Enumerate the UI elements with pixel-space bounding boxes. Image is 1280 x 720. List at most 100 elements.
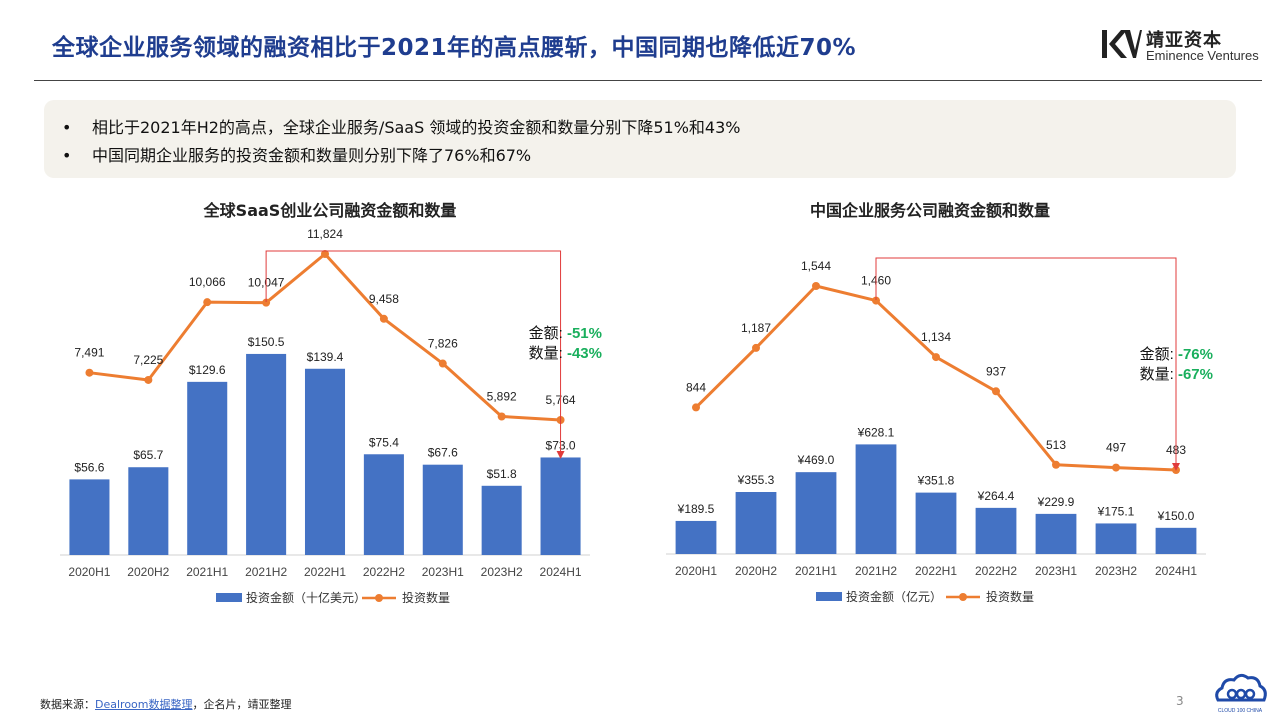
bar xyxy=(915,492,957,554)
x-tick-label: 2020H2 xyxy=(127,565,169,579)
line-data-label: 1,187 xyxy=(741,321,771,335)
x-tick-label: 2024H1 xyxy=(1155,564,1197,578)
bar xyxy=(481,485,522,555)
bar xyxy=(187,381,228,555)
line-point xyxy=(321,250,329,258)
line-data-label: 10,066 xyxy=(189,275,226,289)
bar-data-label: ¥264.4 xyxy=(977,489,1015,503)
bar-data-label: $56.6 xyxy=(74,460,104,474)
line-data-label: 844 xyxy=(686,380,706,394)
logo-english-name: Eminence Ventures xyxy=(1146,48,1259,63)
line-point xyxy=(992,387,1000,396)
summary-point: • 中国同期企业服务的投资金额和数量则分别下降了76%和67% xyxy=(62,142,1236,170)
legend-line-marker xyxy=(959,593,967,601)
line-point xyxy=(1052,460,1060,469)
legend-bar-swatch xyxy=(216,593,242,602)
line-data-label: 513 xyxy=(1046,438,1066,452)
bullet-icon: • xyxy=(62,146,72,165)
legend-line-label: 投资数量 xyxy=(986,589,1034,604)
count-series-line xyxy=(694,284,1177,472)
logo-chinese-name: 靖亚资本 xyxy=(1146,30,1222,51)
count-change-annotation: 数量: -43% xyxy=(529,345,602,362)
line-point xyxy=(262,298,271,307)
x-tick-label: 2022H2 xyxy=(975,564,1017,578)
line-point xyxy=(752,343,760,352)
bar-data-label: ¥175.1 xyxy=(1097,504,1135,518)
bar-data-label: ¥628.1 xyxy=(857,425,895,439)
company-logo: 靖亚资本 Eminence Ventures xyxy=(1102,28,1272,68)
x-tick-label: 2021H2 xyxy=(855,564,897,578)
summary-box: • 相比于2021年H2的高点，全球企业服务/SaaS 领域的投资金额和数量分别下… xyxy=(44,100,1236,178)
bar-data-label: $67.6 xyxy=(428,446,458,460)
line-point xyxy=(379,314,388,323)
bar xyxy=(1095,523,1137,554)
bar-data-label: ¥150.0 xyxy=(1157,509,1195,523)
amount-change-annotation: 金额: -51% xyxy=(529,325,602,342)
bar-data-label: $129.6 xyxy=(189,363,226,377)
legend-bar-label: 投资金额（亿元） xyxy=(846,589,942,604)
summary-point: • 相比于2021年H2的高点，全球企业服务/SaaS 领域的投资金额和数量分别下… xyxy=(62,114,1236,142)
line-point xyxy=(872,296,880,305)
bar-data-label: $75.4 xyxy=(369,435,399,449)
change-bracket xyxy=(875,257,1177,465)
bar-data-label: $150.5 xyxy=(248,335,285,349)
line-data-label: 5,892 xyxy=(487,389,517,403)
x-tick-label: 2020H2 xyxy=(735,564,777,578)
legend-line-marker xyxy=(375,594,383,602)
bar xyxy=(975,507,1017,554)
bar xyxy=(1035,513,1077,554)
line-point xyxy=(932,353,940,362)
x-tick-label: 2022H1 xyxy=(915,564,957,578)
line-data-label: 7,491 xyxy=(74,346,104,360)
legend-bar-swatch xyxy=(816,592,842,601)
bar-data-label: ¥229.9 xyxy=(1037,495,1075,509)
line-point xyxy=(1112,463,1120,472)
bar xyxy=(1155,527,1197,554)
bar xyxy=(675,520,717,554)
china-chart-title: 中国企业服务公司融资金额和数量 xyxy=(809,201,1050,220)
line-data-label: 7,225 xyxy=(133,353,163,367)
bar-data-label: ¥469.0 xyxy=(797,453,835,467)
x-tick-label: 2020H1 xyxy=(68,565,110,579)
x-tick-label: 2021H2 xyxy=(245,565,287,579)
line-point xyxy=(812,282,820,290)
x-tick-label: 2024H1 xyxy=(540,565,582,579)
count-change-annotation: 数量: -67% xyxy=(1140,366,1213,383)
x-tick-label: 2020H1 xyxy=(675,564,717,578)
bar xyxy=(855,444,897,554)
line-data-label: 11,824 xyxy=(307,227,343,241)
page-title: 全球企业服务领域的融资相比于2021年的高点腰斩，中国同期也降低近70% xyxy=(52,35,857,61)
line-data-label: 497 xyxy=(1106,441,1126,455)
dealroom-link[interactable]: Dealroom数据整理 xyxy=(95,698,193,711)
line-point xyxy=(438,359,447,368)
global-chart-title: 全球SaaS创业公司融资金额和数量 xyxy=(203,201,457,220)
x-tick-label: 2023H1 xyxy=(1035,564,1077,578)
x-tick-label: 2023H1 xyxy=(422,565,464,579)
line-point xyxy=(144,375,153,384)
svg-text:CLOUD 100 CHINA: CLOUD 100 CHINA xyxy=(1218,708,1263,714)
change-bracket xyxy=(265,250,562,453)
header-divider xyxy=(34,80,1262,81)
bracket-arrow-icon xyxy=(556,451,565,459)
bar xyxy=(69,479,110,555)
bar xyxy=(422,464,463,555)
legend-bar-label: 投资金额（十亿美元） xyxy=(246,590,366,605)
bar xyxy=(128,467,169,555)
amount-change-annotation: 金额: -76% xyxy=(1140,346,1213,363)
line-data-label: 1,134 xyxy=(921,330,951,344)
bar-data-label: ¥189.5 xyxy=(677,502,715,516)
bar xyxy=(795,472,837,554)
bar-data-label: ¥351.8 xyxy=(917,474,955,488)
bar-data-label: $51.8 xyxy=(487,467,517,481)
line-point xyxy=(497,412,506,421)
bar xyxy=(540,457,581,555)
x-tick-label: 2021H1 xyxy=(795,564,837,578)
line-data-label: 7,826 xyxy=(428,337,458,351)
line-data-label: 1,544 xyxy=(801,259,831,273)
line-data-label: 937 xyxy=(986,364,1006,378)
legend-line-label: 投资数量 xyxy=(402,590,450,605)
bar xyxy=(363,454,404,555)
line-point xyxy=(85,368,94,377)
